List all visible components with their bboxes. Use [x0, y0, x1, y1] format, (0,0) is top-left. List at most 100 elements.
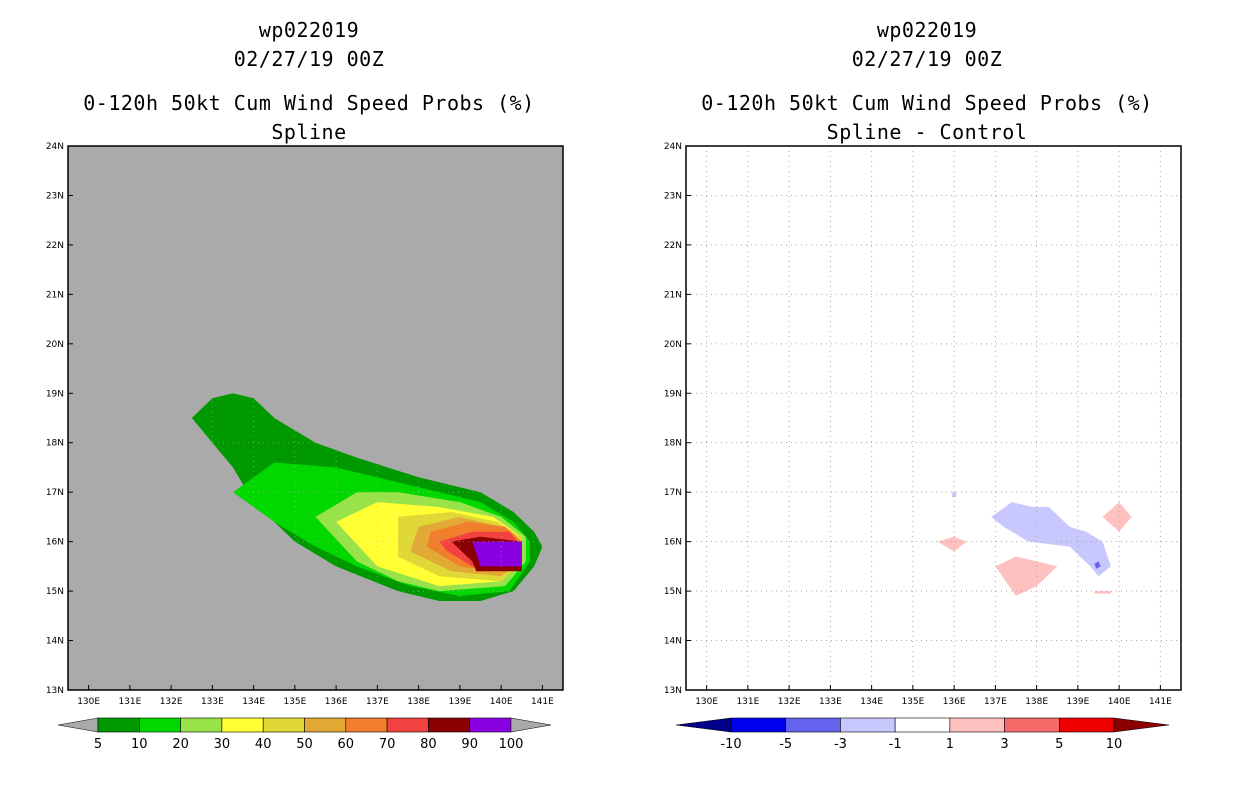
colorbar-swatch-9 [469, 717, 512, 733]
colorbar-label-1: 1 [946, 737, 954, 752]
x-tick-label-130E: 130E [695, 697, 718, 707]
colorbar-label--3: -3 [834, 737, 847, 752]
x-tick-label-137E: 137E [984, 697, 1007, 707]
colorbar-under-triangle [675, 717, 732, 733]
right-storm-id: wp022019 [876, 18, 978, 42]
left-plot: 130E 131E 132E 133E 134E 135E 136E 137E 138E 139E… [46, 142, 564, 707]
y-tick-label-18N: 18N [46, 439, 64, 449]
y-tick-label-14N: 14N [46, 637, 64, 647]
colorbar-label--5: -5 [779, 737, 792, 752]
x-tick-label-135E: 135E [901, 697, 924, 707]
colorbar-swatch-4 [949, 717, 1005, 733]
colorbar-label-3: 3 [1000, 737, 1008, 752]
colorbar-swatch-5 [304, 717, 347, 733]
right-datetime: 02/27/19 00Z [851, 47, 1003, 71]
colorbar-label-20: 20 [172, 737, 189, 752]
y-tick-label-19N: 19N [664, 389, 682, 399]
colorbar-swatch-6 [345, 717, 388, 733]
y-tick-label-19N: 19N [46, 389, 64, 399]
x-tick-label-141E: 141E [531, 697, 554, 707]
x-tick-label-130E: 130E [77, 697, 100, 707]
y-tick-label-16N: 16N [664, 538, 682, 548]
y-tick-label-20N: 20N [664, 340, 682, 350]
y-tick-label-23N: 23N [46, 191, 64, 201]
right-colorbar: -10 -5 -3 -1 1 3 5 10 [675, 717, 1170, 752]
y-tick-label-22N: 22N [46, 241, 64, 251]
x-tick-label-135E: 135E [283, 697, 306, 707]
plot-background [68, 146, 563, 690]
colorbar-swatch-6 [1058, 717, 1115, 733]
y-tick-label-15N: 15N [46, 587, 64, 597]
x-tick-label-134E: 134E [242, 697, 265, 707]
y-tick-label-18N: 18N [664, 439, 682, 449]
plot-frame [685, 145, 1182, 691]
y-tick-label-16N: 16N [46, 538, 64, 548]
x-tick-label-140E: 140E [490, 697, 513, 707]
colorbar-label--10: -10 [720, 737, 741, 752]
colorbar-under-triangle [57, 717, 99, 733]
y-tick-label-21N: 21N [46, 290, 64, 300]
colorbar-label-80: 80 [420, 737, 437, 752]
y-tick-label-14N: 14N [664, 637, 682, 647]
contour-level--3-0 [991, 502, 1111, 577]
left-chart-subtitle: Spline [271, 120, 347, 144]
colorbar-label-70: 70 [379, 737, 396, 752]
left-datetime: 02/27/19 00Z [233, 47, 385, 71]
y-tick-label-21N: 21N [664, 290, 682, 300]
colorbar-label-30: 30 [214, 737, 231, 752]
contour-level-1-4 [995, 556, 1058, 596]
right-chart-title: 0-120h 50kt Cum Wind Speed Probs (%) [701, 91, 1153, 115]
colorbar-label-50: 50 [296, 737, 313, 752]
x-tick-label-136E: 136E [943, 697, 966, 707]
colorbar-swatch-5 [1004, 717, 1060, 733]
y-tick-label-13N: 13N [664, 686, 682, 696]
x-tick-label-138E: 138E [407, 697, 430, 707]
colorbar-label-10: 10 [1106, 737, 1123, 752]
colorbar-label-90: 90 [461, 737, 478, 752]
right-plot: 130E 131E 132E 133E 134E 135E 136E 137E 138E 139E… [664, 142, 1182, 707]
colorbar-over-triangle [510, 717, 552, 733]
contour-level-90-9 [472, 541, 522, 567]
left-panel: wp022019 02/27/19 00Z 0-120h 50kt Cum Wi… [46, 18, 564, 752]
colorbar-swatch-2 [840, 717, 896, 733]
left-storm-id: wp022019 [258, 18, 360, 42]
y-tick-label-17N: 17N [664, 488, 682, 498]
right-panel: wp022019 02/27/19 00Z 0-120h 50kt Cum Wi… [618, 0, 1236, 800]
x-tick-label-140E: 140E [1108, 697, 1131, 707]
colorbar-label-10: 10 [131, 737, 148, 752]
x-tick-label-131E: 131E [736, 697, 759, 707]
contour-level--3-1 [952, 492, 957, 498]
colorbar-over-triangle [1113, 717, 1170, 733]
colorbar-swatch-4 [262, 717, 305, 733]
left-chart-title: 0-120h 50kt Cum Wind Speed Probs (%) [83, 91, 535, 115]
plot-background [686, 146, 1181, 690]
y-tick-label-20N: 20N [46, 340, 64, 350]
colorbar-swatch-0 [97, 717, 140, 733]
x-tick-label-131E: 131E [118, 697, 141, 707]
x-tick-label-133E: 133E [201, 697, 224, 707]
colorbar-label-5: 5 [1055, 737, 1063, 752]
x-tick-label-133E: 133E [819, 697, 842, 707]
x-tick-label-138E: 138E [1025, 697, 1048, 707]
x-tick-label-132E: 132E [160, 697, 183, 707]
y-tick-label-17N: 17N [46, 488, 64, 498]
x-tick-label-139E: 139E [1066, 697, 1089, 707]
x-tick-label-139E: 139E [448, 697, 471, 707]
y-tick-label-24N: 24N [664, 142, 682, 152]
colorbar-swatch-1 [139, 717, 181, 733]
colorbar-label-100: 100 [499, 737, 524, 752]
colorbar-swatch-3 [221, 717, 264, 733]
colorbar-swatch-7 [386, 717, 429, 733]
left-colorbar: 5 10 20 30 40 50 60 70 80 90 100 [57, 717, 552, 752]
colorbar-label--1: -1 [889, 737, 902, 752]
colorbar-swatch-0 [730, 717, 787, 733]
right-chart-subtitle: Spline - Control [826, 120, 1028, 144]
colorbar-swatch-1 [785, 717, 841, 733]
contour-level-1-6 [1094, 591, 1111, 594]
y-tick-label-23N: 23N [664, 191, 682, 201]
y-tick-label-15N: 15N [664, 587, 682, 597]
colorbar-swatch-2 [180, 717, 223, 733]
y-tick-label-22N: 22N [664, 241, 682, 251]
contour-level-1-5 [1102, 502, 1132, 532]
colorbar-swatch-8 [428, 717, 470, 733]
